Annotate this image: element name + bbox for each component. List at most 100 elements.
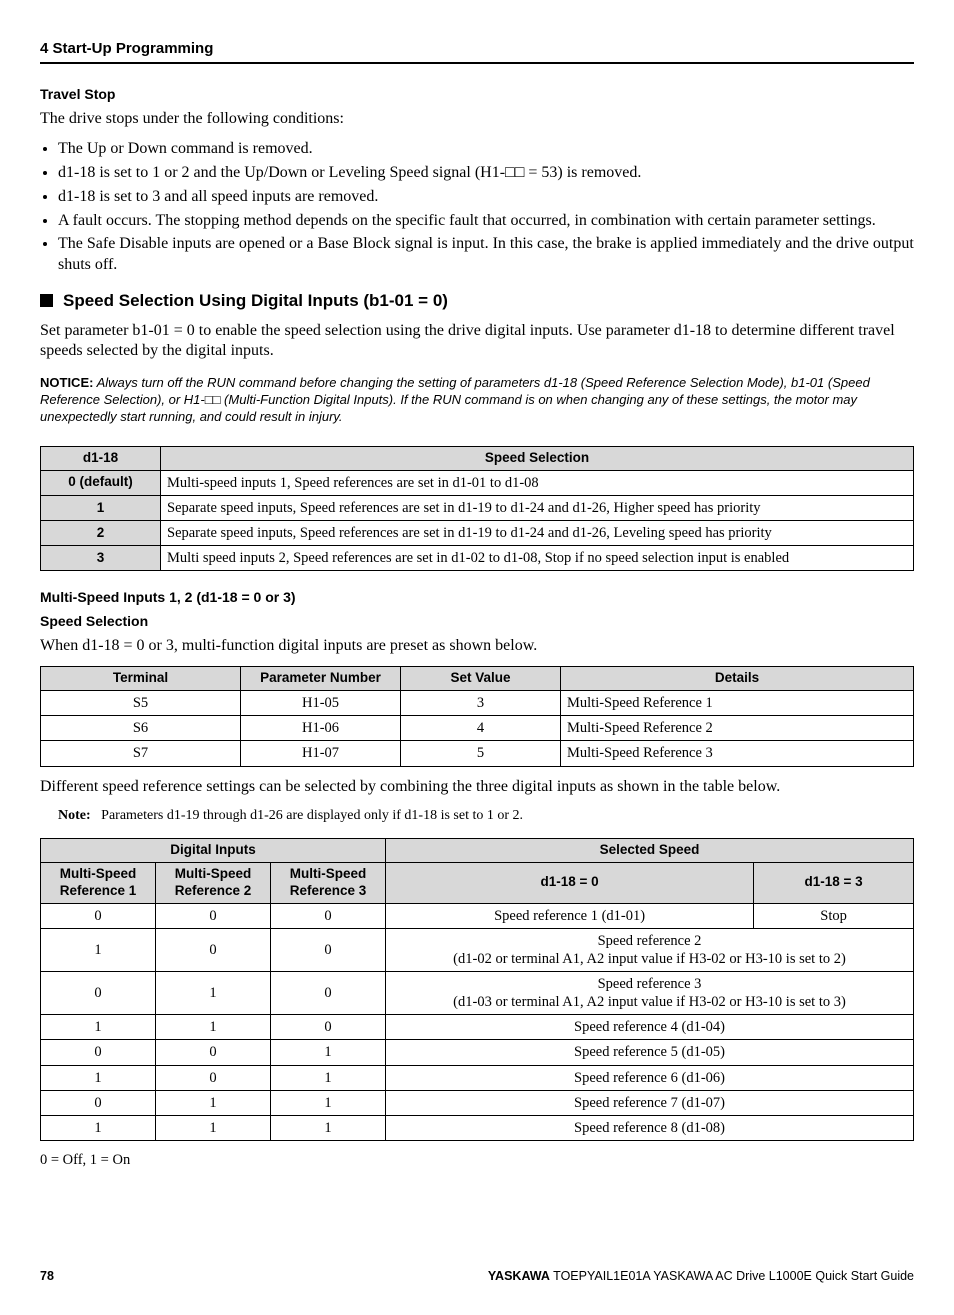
travel-stop-intro: The drive stops under the following cond…	[40, 109, 914, 129]
table-header: Multi-Speed Reference 3	[271, 862, 386, 903]
table-cell: H1-07	[241, 741, 401, 766]
cell-line2: (d1-02 or terminal A1, A2 input value if…	[453, 951, 846, 967]
table-cell: 0	[41, 1090, 156, 1115]
page-number: 78	[40, 1269, 54, 1285]
speed-selection-heading: Speed Selection Using Digital Inputs (b1…	[40, 290, 914, 311]
square-bullet-icon	[40, 294, 53, 307]
table-cell: S7	[41, 741, 241, 766]
table-cell: Multi-Speed Reference 2	[561, 716, 914, 741]
table-cell: 0	[41, 972, 156, 1015]
table-cell: 0	[271, 928, 386, 971]
note-text: Parameters d1-19 through d1-26 are displ…	[101, 808, 523, 823]
multi-speed-para: When d1-18 = 0 or 3, multi-function digi…	[40, 636, 914, 656]
table-cell: 1	[41, 1015, 156, 1040]
cell-line1: Speed reference 3	[598, 976, 702, 992]
table-cell: 1	[41, 495, 161, 520]
cell-line1: Speed reference 2	[598, 933, 702, 949]
heading-text: Speed Selection Using Digital Inputs (b1…	[63, 290, 448, 311]
table-cell: 4	[401, 716, 561, 741]
table-header: Multi-Speed Reference 2	[156, 862, 271, 903]
table-header: d1-18	[41, 446, 161, 470]
table-cell: 0	[156, 928, 271, 971]
speed-selection-para: Set parameter b1-01 = 0 to enable the sp…	[40, 321, 914, 361]
table-cell: 5	[401, 741, 561, 766]
table-cell: Multi speed inputs 2, Speed references a…	[161, 546, 914, 571]
table-cell: H1-06	[241, 716, 401, 741]
table-cell: 1	[156, 972, 271, 1015]
table-cell: Multi-speed inputs 1, Speed references a…	[161, 470, 914, 495]
table-header: Digital Inputs	[41, 839, 386, 863]
table-cell: Stop	[754, 903, 914, 928]
notice-label: NOTICE:	[40, 375, 93, 390]
footer-doc: YASKAWA TOEPYAIL1E01A YASKAWA AC Drive L…	[488, 1269, 914, 1285]
table-header: Speed Selection	[161, 446, 914, 470]
table-cell: Multi-Speed Reference 3	[561, 741, 914, 766]
table-cell: 0	[156, 903, 271, 928]
note-line: Note: Parameters d1-19 through d1-26 are…	[58, 807, 914, 825]
table-cell: 1	[271, 1065, 386, 1090]
table-cell: 1	[156, 1090, 271, 1115]
multi-speed-title-2: Speed Selection	[40, 613, 914, 631]
table-cell: 1	[271, 1090, 386, 1115]
list-item: The Up or Down command is removed.	[58, 139, 914, 160]
table-cell: Speed reference 6 (d1-06)	[386, 1065, 914, 1090]
d1-18-table: d1-18 Speed Selection 0 (default)Multi-s…	[40, 446, 914, 571]
table3-footnote: 0 = Off, 1 = On	[40, 1151, 914, 1169]
footer-brand: YASKAWA	[488, 1269, 550, 1283]
table-cell: 1	[156, 1115, 271, 1140]
footer-text: TOEPYAIL1E01A YASKAWA AC Drive L1000E Qu…	[550, 1269, 914, 1283]
table-cell: 1	[41, 1115, 156, 1140]
table-cell: S5	[41, 691, 241, 716]
table-cell: Separate speed inputs, Speed references …	[161, 495, 914, 520]
table-cell: Speed reference 1 (d1-01)	[386, 903, 754, 928]
table-cell: Speed reference 7 (d1-07)	[386, 1090, 914, 1115]
section-header: 4 Start-Up Programming	[40, 40, 914, 64]
table-cell: Speed reference 8 (d1-08)	[386, 1115, 914, 1140]
after-table2-text: Different speed reference settings can b…	[40, 777, 914, 797]
table-cell: 1	[271, 1040, 386, 1065]
table-cell: 0 (default)	[41, 470, 161, 495]
table-cell: Multi-Speed Reference 1	[561, 691, 914, 716]
cell-line2: (d1-03 or terminal A1, A2 input value if…	[453, 994, 846, 1010]
table-cell: 0	[271, 972, 386, 1015]
list-item: The Safe Disable inputs are opened or a …	[58, 234, 914, 276]
table-header: Selected Speed	[386, 839, 914, 863]
table-cell: 2	[41, 521, 161, 546]
notice-text: Always turn off the RUN command before c…	[40, 375, 870, 424]
table-header: Set Value	[401, 667, 561, 691]
table-cell: 0	[156, 1040, 271, 1065]
table-cell: 0	[41, 1040, 156, 1065]
table-cell: 1	[41, 928, 156, 971]
digital-inputs-table: Digital Inputs Selected Speed Multi-Spee…	[40, 838, 914, 1141]
table-cell: 1	[41, 1065, 156, 1090]
table-cell: S6	[41, 716, 241, 741]
table-header: Terminal	[41, 667, 241, 691]
table-cell: 3	[401, 691, 561, 716]
table-cell: 0	[271, 1015, 386, 1040]
table-header: d1-18 = 0	[386, 862, 754, 903]
table-cell: Speed reference 3 (d1-03 or terminal A1,…	[386, 972, 914, 1015]
table-cell: 0	[156, 1065, 271, 1090]
terminal-table: Terminal Parameter Number Set Value Deta…	[40, 666, 914, 766]
table-cell: Separate speed inputs, Speed references …	[161, 521, 914, 546]
table-header: Details	[561, 667, 914, 691]
table-cell: 0	[41, 903, 156, 928]
table-cell: 0	[271, 903, 386, 928]
list-item: d1-18 is set to 1 or 2 and the Up/Down o…	[58, 163, 914, 184]
table-cell: H1-05	[241, 691, 401, 716]
multi-speed-title-1: Multi-Speed Inputs 1, 2 (d1-18 = 0 or 3)	[40, 589, 914, 607]
note-label: Note:	[58, 808, 91, 823]
table-cell: Speed reference 4 (d1-04)	[386, 1015, 914, 1040]
list-item: A fault occurs. The stopping method depe…	[58, 211, 914, 232]
notice-block: NOTICE: Always turn off the RUN command …	[40, 375, 914, 426]
list-item: d1-18 is set to 3 and all speed inputs a…	[58, 187, 914, 208]
table-header: Multi-Speed Reference 1	[41, 862, 156, 903]
table-cell: 3	[41, 546, 161, 571]
table-cell: 1	[271, 1115, 386, 1140]
table-header: Parameter Number	[241, 667, 401, 691]
table-header: d1-18 = 3	[754, 862, 914, 903]
table-cell: 1	[156, 1015, 271, 1040]
page-footer: 78 YASKAWA TOEPYAIL1E01A YASKAWA AC Driv…	[40, 1269, 914, 1285]
table-cell: Speed reference 2 (d1-02 or terminal A1,…	[386, 928, 914, 971]
travel-stop-title: Travel Stop	[40, 86, 914, 104]
